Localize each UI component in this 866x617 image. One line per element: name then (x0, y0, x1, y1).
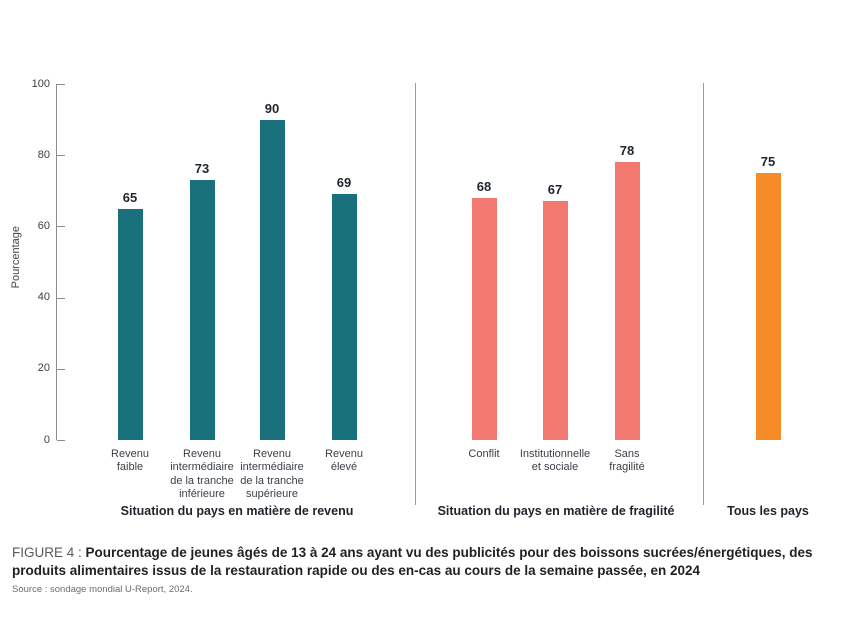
bar (259, 119, 285, 440)
bar (117, 208, 143, 440)
category-label: Conflit (468, 448, 499, 461)
y-axis-tick (57, 155, 65, 157)
bar-value-label: 68 (476, 178, 492, 194)
group-title: Tous les pays (727, 504, 809, 518)
category-label: Revenu intermédiaire de la tranche supérieu… (240, 448, 304, 502)
category-label: Revenu élevé (325, 448, 363, 475)
figure-caption: FIGURE 4 : Pourcentage de jeunes âgés de… (12, 544, 860, 579)
bar-value-label: 90 (264, 100, 280, 116)
bar-value-label: 67 (547, 182, 563, 198)
figure-label: FIGURE 4 : (12, 545, 86, 560)
category-label-line: Conflit (468, 448, 500, 460)
y-axis-title: Pourcentage (10, 226, 22, 289)
bar (542, 201, 568, 440)
y-axis-tick (57, 226, 65, 228)
category-label-line: intermédiaire (170, 461, 234, 474)
bar-value-label: 69 (336, 175, 352, 191)
category-label-line: Revenu (111, 448, 149, 460)
figure-caption-text: Pourcentage de jeunes âgés de 13 à 24 an… (12, 545, 813, 578)
y-axis-tick-label: 0 (43, 433, 50, 446)
category-label: Institutionnelle et sociale (520, 448, 590, 475)
y-axis-tick-label: 60 (37, 219, 50, 232)
bar-value-label: 75 (760, 154, 776, 169)
category-label-line: élevé (330, 461, 358, 474)
category-label-line: faible (116, 461, 144, 474)
bar (471, 197, 497, 440)
y-axis-tick-label: 80 (37, 148, 50, 161)
category-label-line: inférieure (179, 488, 225, 501)
group-divider-line (703, 83, 704, 505)
y-axis-tick-label: 100 (31, 77, 50, 90)
category-label-line: Revenu (325, 448, 363, 460)
bar-value-label: 65 (122, 189, 138, 205)
category-label-line: Revenu (253, 448, 291, 460)
category-label-line: et sociale (531, 461, 579, 474)
category-label-line: de la tranche (170, 474, 234, 487)
category-label-line: de la tranche (240, 474, 304, 487)
y-axis-tick (57, 440, 65, 441)
group-divider-line (415, 83, 416, 505)
category-label-line: Institutionnelle (519, 448, 591, 460)
y-axis-tick (57, 297, 65, 299)
group-title: Situation du pays en matière de revenu (120, 504, 354, 518)
category-label-line: intermédiaire (240, 461, 304, 474)
category-label-line: Revenu (183, 448, 221, 460)
y-axis-tick (57, 84, 65, 85)
bar-value-label: 73 (194, 161, 210, 177)
category-label-line: supérieure (246, 488, 298, 501)
bar (331, 194, 357, 440)
bar (614, 162, 640, 440)
bar (755, 173, 781, 440)
category-label-line: fragilité (609, 461, 645, 474)
y-axis-tick-label: 40 (37, 291, 50, 304)
bar (189, 180, 215, 440)
category-label: Revenu faible (111, 448, 149, 475)
bar-value-label: 78 (619, 143, 635, 159)
group-title: Situation du pays en matière de fragilit… (437, 504, 675, 518)
category-label: Revenu intermédiaire de la tranche inférieu… (170, 448, 234, 502)
source-note: Source : sondage mondial U-Report, 2024. (12, 584, 193, 595)
category-label-line: Sans (614, 448, 640, 460)
y-axis-tick-label: 20 (37, 362, 50, 375)
y-axis-line (56, 84, 57, 440)
y-axis-tick (57, 368, 65, 370)
category-label: Sans fragilité (609, 448, 644, 475)
